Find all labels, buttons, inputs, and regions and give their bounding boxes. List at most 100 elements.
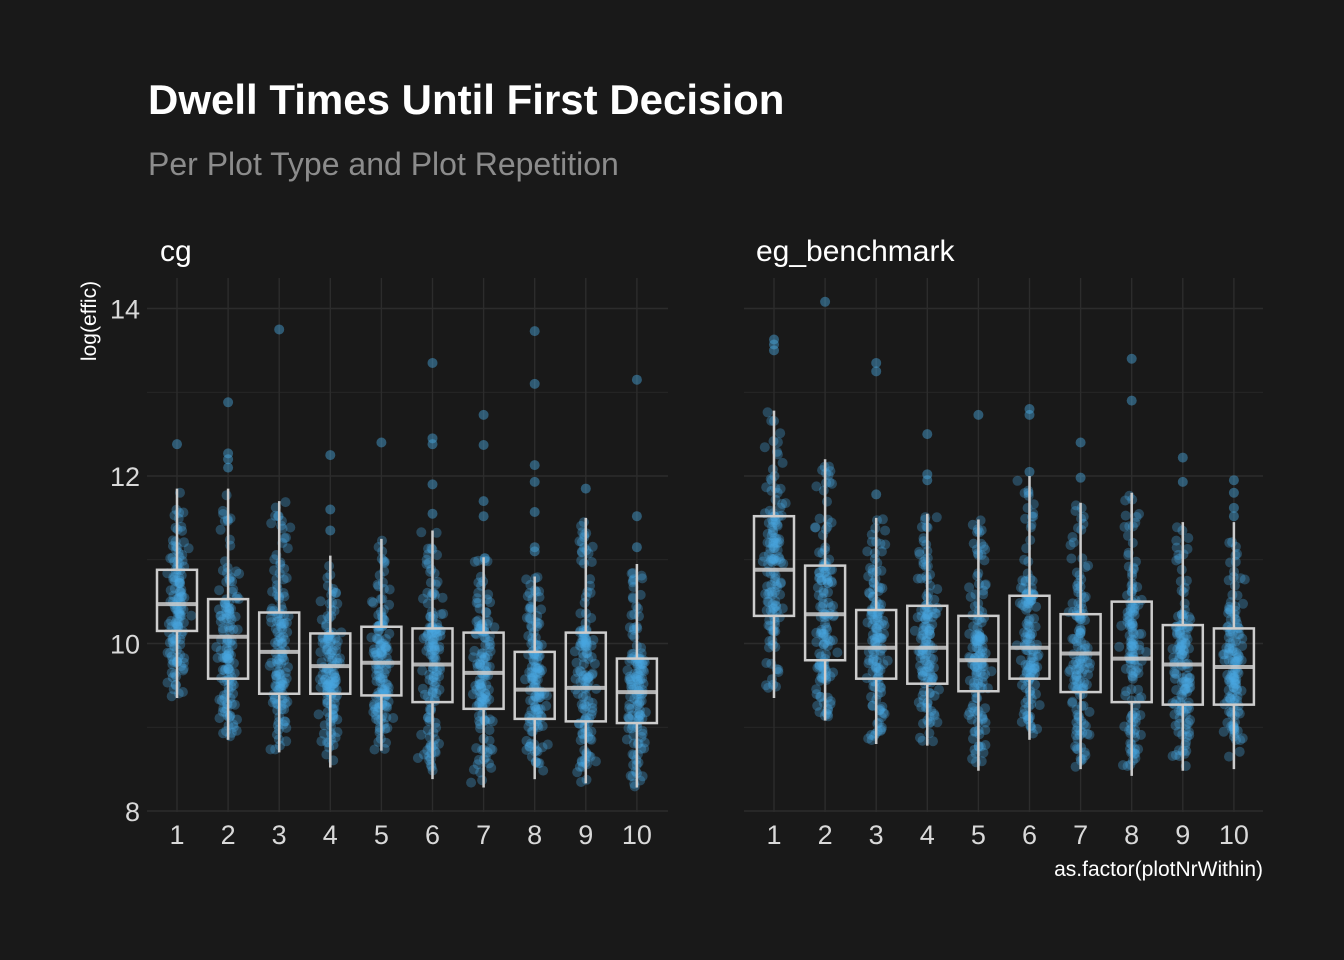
data-point: [1232, 666, 1243, 677]
data-point: [219, 665, 230, 676]
data-point: [378, 638, 388, 649]
data-point: [1024, 621, 1035, 632]
data-point: [768, 603, 779, 614]
data-point: [166, 691, 177, 702]
data-point: [866, 730, 877, 740]
data-point: [1071, 500, 1081, 511]
data-point: [1231, 674, 1242, 685]
data-point: [1020, 575, 1031, 586]
data-point: [821, 622, 832, 633]
data-point: [816, 627, 827, 638]
data-point: [174, 606, 184, 617]
data-point: [1223, 632, 1234, 643]
data-point: [587, 668, 598, 679]
boxplot-2: [206, 488, 250, 740]
data-point: [1022, 602, 1033, 613]
data-point: [381, 652, 392, 663]
x-tick-label: 2: [221, 820, 236, 850]
data-point: [330, 672, 341, 683]
data-point: [866, 536, 877, 547]
data-point: [864, 655, 875, 666]
data-point: [814, 567, 825, 578]
data-point: [1017, 679, 1027, 690]
data-point: [1180, 638, 1191, 649]
data-point: [1127, 607, 1138, 618]
data-point: [974, 628, 985, 639]
data-point: [877, 514, 888, 525]
data-point: [864, 588, 875, 599]
data-point: [374, 634, 385, 645]
data-point: [331, 645, 342, 656]
data-point: [417, 683, 428, 694]
data-point: [428, 635, 439, 646]
data-point: [524, 667, 535, 678]
data-point: [875, 665, 886, 675]
data-point: [631, 671, 641, 682]
box-iqr: [854, 608, 898, 680]
data-point: [586, 734, 597, 745]
outlier-point: [529, 460, 540, 471]
data-point: [980, 580, 991, 591]
data-point: [820, 566, 831, 577]
x-tick-label: 9: [578, 820, 593, 850]
data-point: [266, 657, 277, 668]
data-point: [272, 639, 283, 650]
data-point: [1223, 649, 1234, 660]
boxplot-8: [1110, 492, 1153, 776]
data-point: [373, 663, 384, 674]
data-point: [636, 696, 647, 706]
data-point: [1134, 640, 1145, 651]
data-point: [1232, 726, 1243, 736]
data-point: [1076, 625, 1087, 636]
data-point: [281, 673, 292, 684]
data-point: [964, 582, 975, 593]
data-point: [467, 689, 478, 700]
data-point: [482, 651, 493, 662]
data-point: [487, 744, 498, 755]
data-point: [637, 771, 648, 782]
data-point: [1077, 668, 1087, 678]
data-point: [526, 661, 537, 672]
data-point: [1068, 681, 1079, 692]
data-point: [1177, 649, 1187, 660]
data-point: [624, 622, 635, 633]
data-point: [434, 738, 444, 749]
data-point: [772, 538, 783, 549]
x-tick-label: 1: [169, 820, 184, 850]
data-point: [1025, 629, 1035, 640]
data-point: [534, 690, 545, 701]
data-point: [530, 662, 541, 672]
data-point: [382, 723, 393, 734]
data-point: [1068, 537, 1079, 548]
data-point: [975, 632, 985, 643]
data-point: [870, 637, 881, 648]
data-point: [919, 653, 930, 663]
x-tick-label: 6: [1022, 820, 1037, 850]
boxplots: [155, 488, 659, 788]
data-point: [168, 574, 179, 585]
data-point: [535, 667, 546, 678]
data-point: [1071, 743, 1082, 754]
data-point: [639, 737, 650, 748]
data-point: [770, 537, 781, 548]
data-point: [575, 676, 586, 687]
data-point: [875, 725, 886, 736]
data-point: [623, 713, 634, 724]
data-point: [917, 690, 928, 701]
data-point: [371, 670, 382, 681]
data-point: [1171, 555, 1182, 566]
data-point: [769, 576, 780, 587]
data-point: [1122, 607, 1133, 618]
data-point: [1229, 672, 1240, 683]
data-point: [1073, 658, 1084, 669]
data-point: [876, 712, 887, 723]
data-point: [384, 628, 395, 639]
data-point: [635, 710, 646, 721]
data-point: [1223, 608, 1234, 618]
data-point: [1224, 751, 1234, 762]
data-point: [1227, 656, 1238, 667]
data-point: [281, 532, 291, 543]
data-point: [863, 733, 874, 744]
data-point: [1020, 513, 1031, 524]
data-point: [1027, 628, 1037, 639]
